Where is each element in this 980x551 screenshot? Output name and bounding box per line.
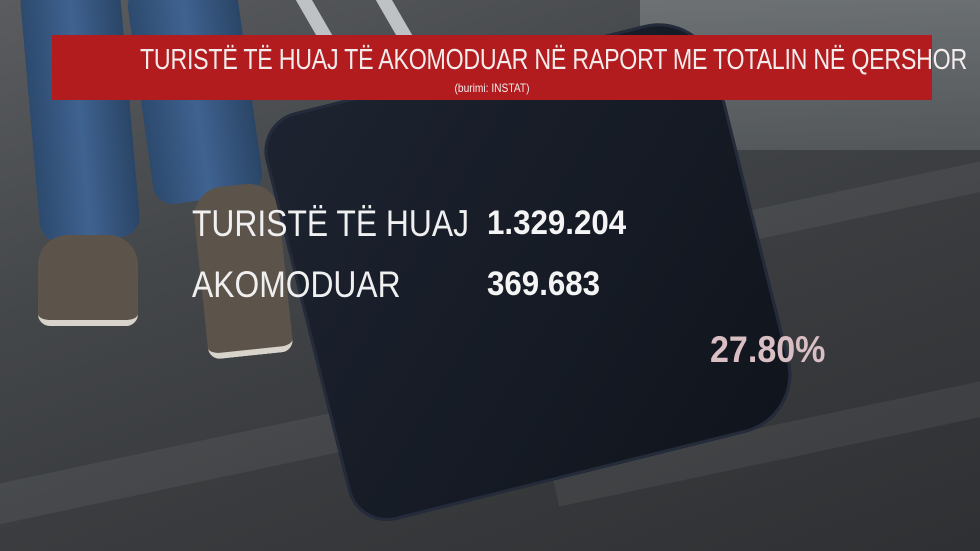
stat-label-foreign-tourists: TURISTË TË HUAJ <box>192 203 469 244</box>
banner-title: TURISTË TË HUAJ TË AKOMODUAR NË RAPORT M… <box>140 44 967 76</box>
stat-value-foreign-tourists: 1.329.204 <box>487 204 627 242</box>
stat-value-accommodated: 369.683 <box>487 265 601 303</box>
leg <box>125 0 265 207</box>
shoe <box>38 235 138 326</box>
percentage-value: 27.80% <box>710 329 826 370</box>
banner-source: (burimi: INSTAT) <box>454 81 530 95</box>
stat-label-accommodated: AKOMODUAR <box>192 264 401 305</box>
title-banner: TURISTË TË HUAJ TË AKOMODUAR NË RAPORT M… <box>52 35 967 100</box>
